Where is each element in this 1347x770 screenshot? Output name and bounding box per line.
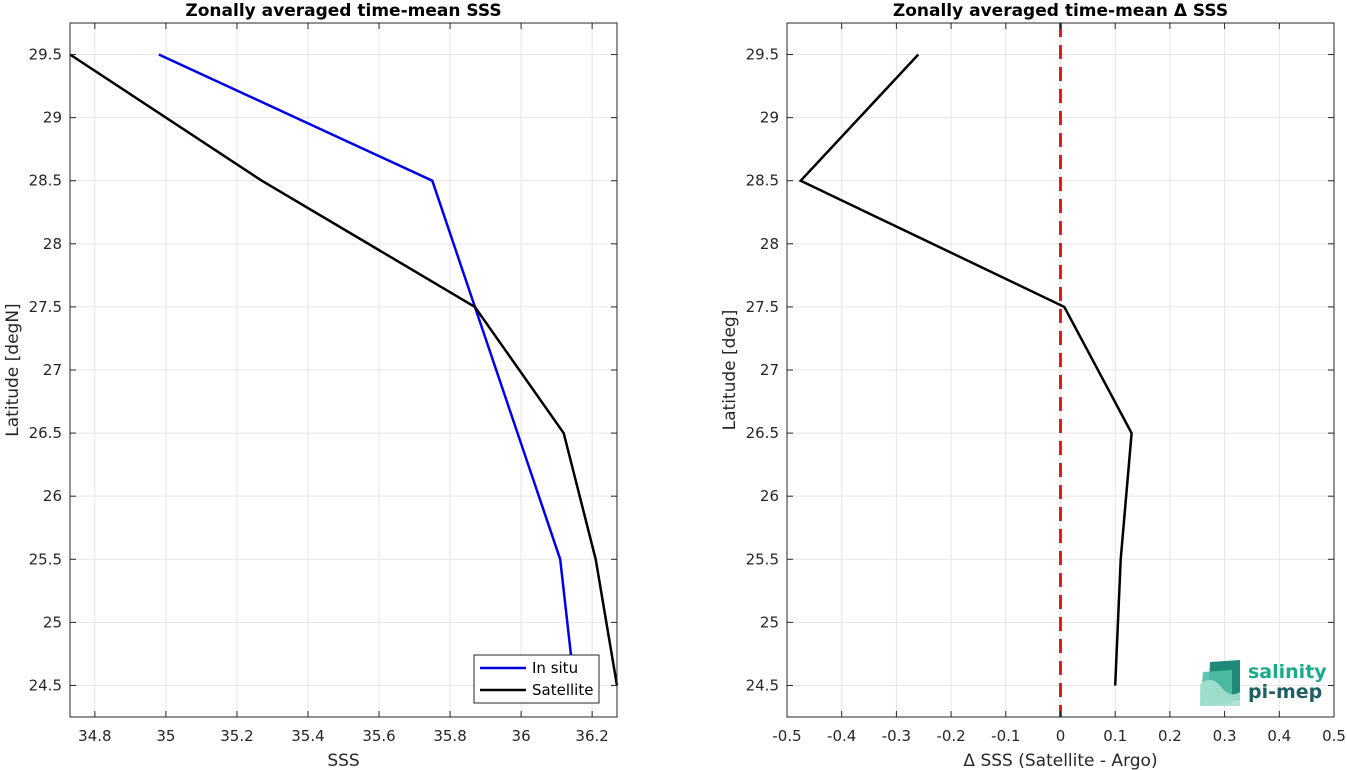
y-tick-label: 24.5 bbox=[29, 676, 62, 694]
chart-title: Zonally averaged time-mean Δ SSS bbox=[893, 1, 1228, 21]
y-tick-label: 28.5 bbox=[29, 172, 62, 190]
x-tick-label: -0.2 bbox=[936, 727, 965, 745]
y-tick-label: 28 bbox=[760, 235, 779, 253]
x-tick-label: 35.2 bbox=[220, 727, 253, 745]
y-tick-label: 27 bbox=[760, 361, 779, 379]
x-tick-label: 36.2 bbox=[575, 727, 608, 745]
legend-label-satellite: Satellite bbox=[532, 681, 593, 699]
x-tick-label: 0.1 bbox=[1103, 727, 1127, 745]
y-tick-label: 28.5 bbox=[746, 172, 779, 190]
x-tick-label: 36 bbox=[512, 727, 531, 745]
y-tick-label: 27.5 bbox=[29, 298, 62, 316]
x-axis-label: Δ SSS (Satellite - Argo) bbox=[963, 751, 1157, 770]
delta-sss-panel: -0.5 -0.4 -0.3 -0.2 -0.1 0 0.1 0.2 0.3 0.4 0.5 24.5… bbox=[720, 1, 1346, 770]
wave-logo-icon bbox=[1200, 660, 1240, 706]
x-axis-label: SSS bbox=[327, 751, 359, 770]
series-line-satellite bbox=[69, 53, 619, 686]
y-tick-label: 24.5 bbox=[746, 676, 779, 694]
x-tick-label: 35.6 bbox=[362, 727, 395, 745]
y-tick-label: 29 bbox=[760, 109, 779, 127]
x-tick-label: -0.5 bbox=[772, 727, 801, 745]
y-tick-label: 29.5 bbox=[746, 46, 779, 64]
y-tick-label: 25 bbox=[760, 613, 779, 631]
x-tick-label: 0 bbox=[1056, 727, 1066, 745]
x-tick-label: 0.3 bbox=[1213, 727, 1237, 745]
legend-label-in-situ: In situ bbox=[532, 659, 578, 677]
y-tick-label: 26.5 bbox=[29, 424, 62, 442]
y-tick-label: 25.5 bbox=[29, 550, 62, 568]
y-tick-label: 25 bbox=[43, 613, 62, 631]
x-tick-label: 35 bbox=[156, 727, 175, 745]
logo-text-pi-mep: pi-mep bbox=[1248, 681, 1322, 703]
x-tick-label: -0.1 bbox=[991, 727, 1020, 745]
y-tick-label: 26.5 bbox=[746, 424, 779, 442]
y-tick-label: 29 bbox=[43, 109, 62, 127]
logo-text-salinity: salinity bbox=[1248, 661, 1327, 683]
x-tick-label: -0.4 bbox=[827, 727, 856, 745]
y-tick-label: 28 bbox=[43, 235, 62, 253]
y-axis-label: Latitude [deg] bbox=[720, 310, 740, 431]
x-tick-label: -0.3 bbox=[882, 727, 911, 745]
x-tick-label: 0.4 bbox=[1267, 727, 1291, 745]
salinity-pi-mep-logo: salinity pi-mep bbox=[1200, 660, 1327, 706]
legend: In situ Satellite bbox=[473, 654, 600, 704]
x-tick-label: 34.8 bbox=[78, 727, 111, 745]
y-axis-label: Latitude [degN] bbox=[3, 303, 23, 436]
y-tick-label: 27 bbox=[43, 361, 62, 379]
series-line-series-0 bbox=[798, 53, 1133, 686]
y-tick-label: 25.5 bbox=[746, 550, 779, 568]
y-tick-label: 26 bbox=[760, 487, 779, 505]
y-tick-label: 29.5 bbox=[29, 46, 62, 64]
x-tick-label: 0.5 bbox=[1322, 727, 1346, 745]
y-tick-label: 27.5 bbox=[746, 298, 779, 316]
x-tick-label: 0.2 bbox=[1158, 727, 1182, 745]
y-tick-label: 26 bbox=[43, 487, 62, 505]
x-tick-label: 35.8 bbox=[433, 727, 466, 745]
sss-panel: 34.8 35 35.2 35.4 35.6 35.8 36 36.2 24.5 25 25.5 26… bbox=[3, 1, 619, 770]
chart-title: Zonally averaged time-mean SSS bbox=[185, 1, 501, 21]
x-tick-label: 35.4 bbox=[291, 727, 324, 745]
